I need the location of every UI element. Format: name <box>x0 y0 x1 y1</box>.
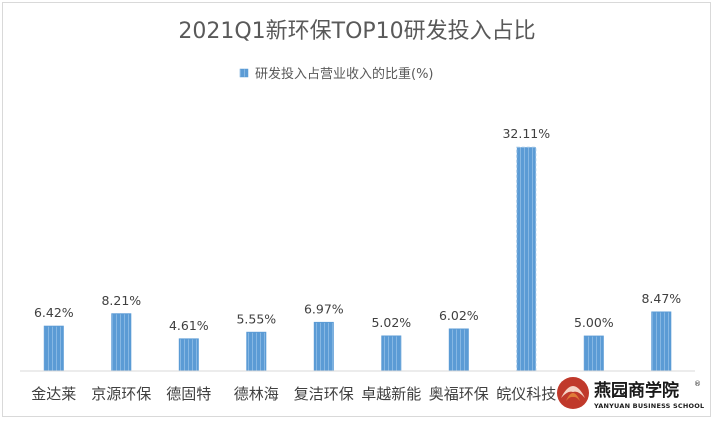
category-label: 京源环保 <box>91 385 151 403</box>
chart-title: 2021Q1新环保TOP10研发投入占比 <box>178 19 535 44</box>
logo-name-en: YANYUAN BUSINESS SCHOOL <box>593 402 704 410</box>
legend: 研发投入占营业收入的比重(%) <box>239 66 434 82</box>
bar <box>111 313 132 372</box>
data-label: 5.02% <box>371 315 411 330</box>
bar <box>313 321 334 372</box>
logo-emblem-flame-inner-icon <box>566 393 580 401</box>
legend-label: 研发投入占营业收入的比重(%) <box>255 66 434 82</box>
data-label: 4.61% <box>169 318 209 333</box>
category-label: 奥福环保 <box>429 385 489 403</box>
logo-emblem-flame-icon <box>561 386 585 398</box>
bar <box>583 335 604 372</box>
category-label: 皖仪科技 <box>496 385 556 403</box>
logo-name-cn: 燕园商学院 <box>594 380 679 401</box>
bar <box>651 311 672 372</box>
category-label: 复洁环保 <box>294 385 354 403</box>
data-label: 6.02% <box>439 308 479 323</box>
bar <box>178 338 199 372</box>
watermark-logo: 燕园商学院 ® YANYUAN BUSINESS SCHOOL <box>557 377 704 410</box>
category-label: 德林海 <box>234 385 279 403</box>
bar <box>448 328 469 372</box>
category-label: 德固特 <box>166 385 211 403</box>
data-label: 8.47% <box>641 291 681 306</box>
data-label: 5.55% <box>236 311 276 326</box>
data-label: 6.42% <box>34 305 74 320</box>
data-label: 8.21% <box>101 293 141 308</box>
data-label: 5.00% <box>574 315 614 330</box>
bar <box>43 325 64 372</box>
bar <box>246 331 267 372</box>
chart-frame <box>2 2 711 417</box>
bar <box>516 146 537 372</box>
data-label: 6.97% <box>304 301 344 316</box>
data-label: 32.11% <box>502 126 550 141</box>
bar <box>381 335 402 372</box>
logo-registered-mark: ® <box>694 380 701 388</box>
category-label: 金达莱 <box>31 385 76 403</box>
legend-swatch <box>239 68 249 78</box>
category-label: 卓越新能 <box>361 385 421 403</box>
